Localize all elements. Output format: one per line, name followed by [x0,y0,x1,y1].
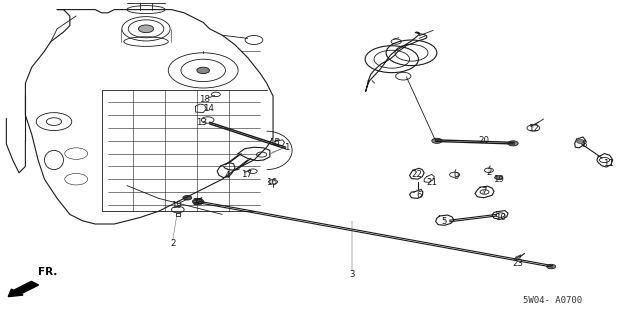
Text: 17: 17 [241,170,252,179]
Text: 7: 7 [481,188,486,196]
Text: FR.: FR. [38,268,58,277]
Circle shape [183,196,192,200]
Text: 11: 11 [603,159,614,168]
Text: 10: 10 [495,213,506,222]
Text: 19: 19 [493,175,504,184]
Text: 1: 1 [284,143,290,152]
Text: 24: 24 [192,198,204,207]
Text: 9: 9 [453,172,458,181]
Text: 3: 3 [350,270,355,279]
Text: 2: 2 [486,168,491,177]
Circle shape [432,138,442,143]
Text: 14: 14 [203,104,214,113]
Text: 22: 22 [411,170,422,179]
Text: 5: 5 [442,217,447,226]
Text: 2: 2 [170,239,175,248]
Text: 23: 23 [512,260,523,268]
Text: 13: 13 [196,118,208,127]
Text: 18: 18 [199,95,210,104]
Circle shape [495,176,502,180]
Circle shape [192,199,204,204]
Circle shape [547,264,556,269]
Circle shape [138,25,154,33]
Text: 8: 8 [582,140,587,149]
Text: 16: 16 [266,178,277,187]
Circle shape [508,141,518,146]
FancyArrow shape [8,281,39,297]
Circle shape [197,67,210,74]
Circle shape [194,199,203,204]
Text: 6: 6 [417,191,422,200]
Text: 21: 21 [426,178,438,187]
Circle shape [577,140,584,143]
Text: 5W04- A0700: 5W04- A0700 [523,296,582,305]
Text: 15: 15 [269,138,280,147]
Text: 19: 19 [171,201,182,210]
Text: 4: 4 [225,171,230,180]
Text: 12: 12 [528,124,539,133]
Text: 20: 20 [478,136,490,145]
